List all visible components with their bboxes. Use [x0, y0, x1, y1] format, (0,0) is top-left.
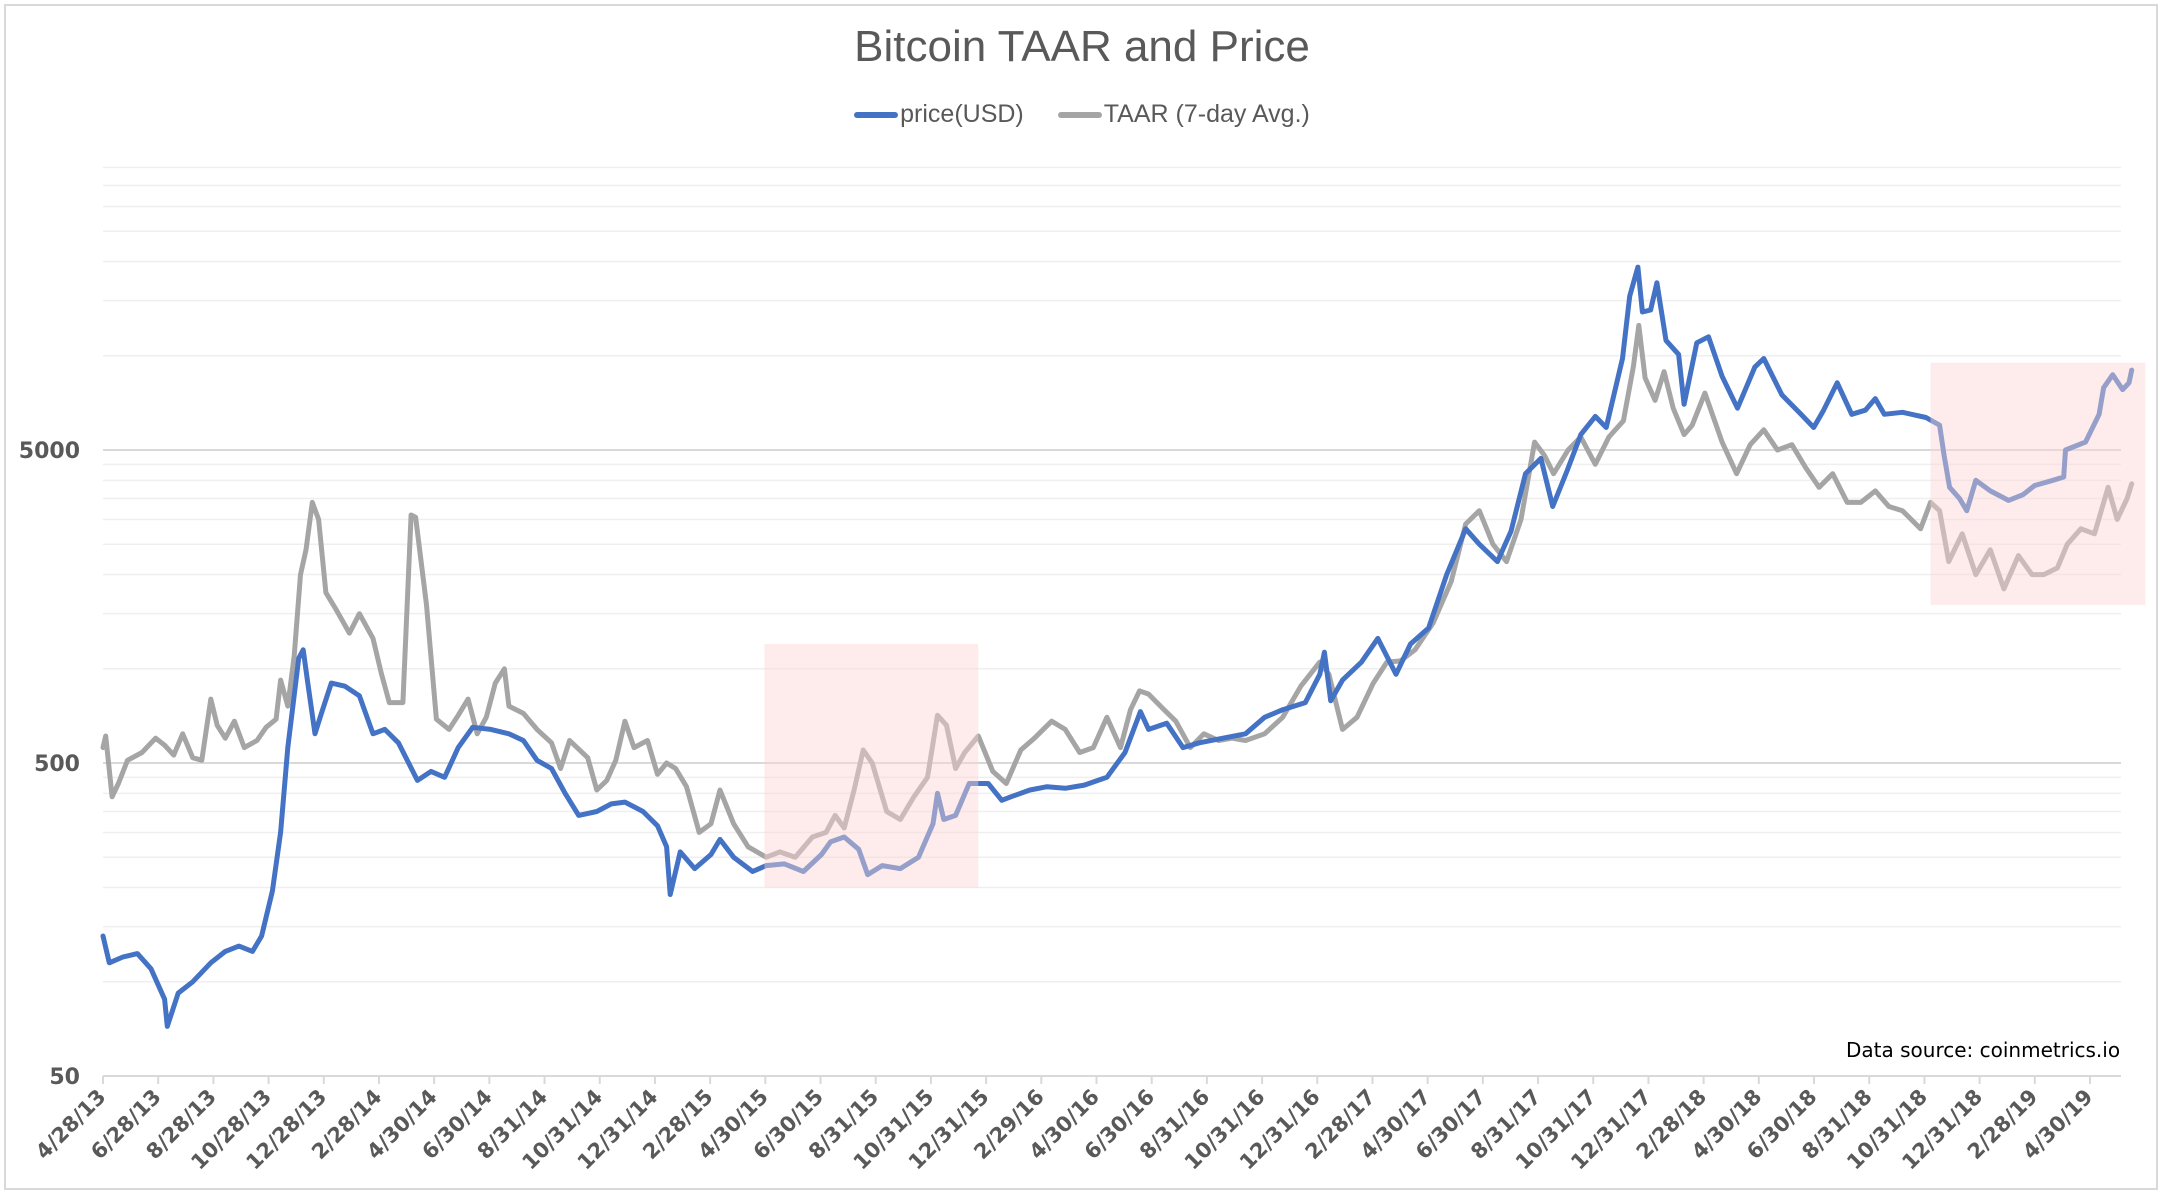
series-lines [100, 264, 2135, 1029]
data-source-annotation: Data source: coinmetrics.io [1846, 1038, 2121, 1062]
y-axis-labels: 50 500 5000 [19, 439, 80, 1090]
y-tick-label: 50 [49, 1065, 80, 1090]
highlight-2015 [764, 643, 979, 888]
y-tick-label: 5000 [19, 439, 80, 464]
highlight-boxes [764, 362, 2146, 888]
gridlines [103, 166, 2121, 983]
legend-swatch-taar [1057, 111, 1102, 118]
x-axis: 4/28/136/28/138/28/1310/28/1312/28/132/2… [31, 1075, 2121, 1174]
legend-label-taar: TAAR (7-day Avg.) [1103, 100, 1310, 128]
legend-item-price: price(USD) [854, 100, 1024, 129]
legend: price(USD) TAAR (7-day Avg.) [0, 100, 2164, 129]
legend-item-taar: TAAR (7-day Avg.) [1057, 100, 1310, 129]
chart-frame [4, 4, 2158, 1190]
price-series-line [100, 264, 2135, 1029]
highlight-2018-19 [1930, 362, 2146, 605]
chart-title: Bitcoin TAAR and Price [854, 22, 1310, 71]
legend-label-price: price(USD) [900, 100, 1024, 128]
y-tick-label: 500 [34, 752, 80, 777]
legend-swatch-price [854, 111, 899, 118]
taar-series-line [100, 322, 2135, 860]
